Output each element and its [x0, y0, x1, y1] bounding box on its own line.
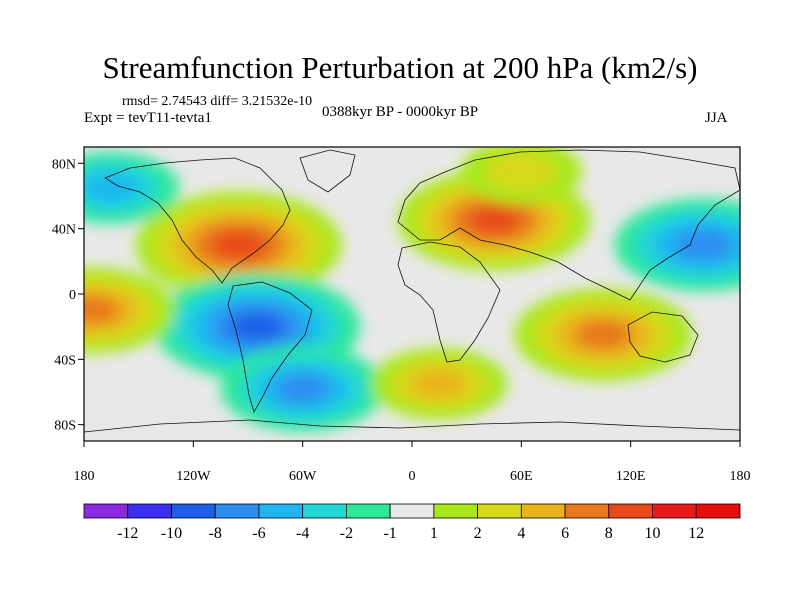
- anomaly-arctic-europe: [460, 147, 583, 204]
- anomaly-north-pacific-contour-level: [84, 173, 140, 203]
- chart-title: Streamfunction Perturbation at 200 hPa (…: [102, 50, 698, 85]
- colorbar-swatch: [477, 503, 522, 519]
- colorbar-label: 6: [561, 525, 569, 542]
- coastline-antarctica: [84, 419, 740, 433]
- anomaly-south-america-pacific-contour-level: [230, 312, 284, 341]
- x-tick-label: 0: [409, 469, 416, 484]
- y-tick-label: 40S: [54, 353, 76, 368]
- anomaly-west-pacific-north-contour-level: [675, 230, 732, 260]
- colorbar-label: -4: [296, 525, 309, 542]
- colorbar-label: -8: [209, 525, 222, 542]
- y-tick-label: 80N: [52, 157, 76, 172]
- colorbar-label: -2: [340, 525, 353, 542]
- anomaly-southern-ocean-indian-contour-level: [411, 369, 468, 399]
- y-tick-label: 0: [69, 288, 76, 303]
- season-label: JJA: [705, 110, 728, 126]
- coastline-eurasia: [397, 149, 740, 301]
- colorbar-swatch: [520, 503, 566, 519]
- colorbar-label: 2: [474, 525, 482, 542]
- colorbar: -12 -10 -8 -6 -4 -2 -1 1 2 4 6 8 10 12: [83, 503, 741, 542]
- colorbar-label: -10: [161, 525, 182, 542]
- y-axis: 80N 40N 0 40S 80S: [52, 157, 84, 434]
- x-tick-label: 180: [730, 469, 751, 484]
- anomaly-north-america-contour-level: [212, 231, 266, 259]
- anomaly-west-pacific-north: [614, 198, 740, 292]
- colorbar-swatch: [258, 503, 304, 519]
- anomaly-north-america: [135, 191, 342, 299]
- colorbar-label: 4: [517, 525, 525, 542]
- coastline-australia: [627, 311, 699, 363]
- colorbar-swatch: [564, 503, 610, 519]
- colorbar-label: -12: [117, 525, 138, 542]
- colorbar-swatch: [83, 503, 129, 519]
- x-tick-label: 180: [74, 469, 95, 484]
- experiment-label: Expt = tevT11-tevta1: [84, 110, 212, 126]
- anomaly-australia: [514, 288, 693, 382]
- colorbar-swatch: [302, 503, 347, 519]
- colorbar-swatch: [345, 503, 391, 519]
- anomaly-north-pacific: [84, 151, 180, 224]
- colorbar-label: -1: [383, 525, 396, 542]
- anomaly-arctic-europe-contour-level: [485, 152, 557, 191]
- colorbar-label: -6: [252, 525, 265, 542]
- x-tick-label: 120E: [616, 469, 646, 484]
- anomaly-australia-contour-level: [575, 320, 632, 350]
- anomaly-central-pacific-tropics: [84, 267, 176, 354]
- colorbar-swatch: [608, 503, 653, 519]
- y-tick-label: 40N: [52, 223, 76, 238]
- x-axis: 180 120W 60W 0 60E 120E 180: [74, 441, 751, 484]
- coastline-north-america: [104, 157, 291, 284]
- colorbar-label: 8: [605, 525, 613, 542]
- colorbar-swatch: [389, 503, 435, 519]
- colorbar-label: 1: [430, 525, 438, 542]
- colorbar-swatch: [695, 503, 741, 519]
- colorbar-label: 10: [645, 525, 661, 542]
- x-tick-label: 120W: [176, 469, 211, 484]
- time-period-label: 0388kyr BP - 0000kyr BP: [322, 104, 479, 120]
- anomaly-central-asia-contour-level: [469, 207, 519, 234]
- anomaly-field: [84, 147, 740, 432]
- rmsd-diff-stats: rmsd= 2.74543 diff= 3.21532e-10: [122, 94, 313, 109]
- anomaly-southern-ocean-south-america-contour-level: [276, 375, 329, 403]
- colorbar-label: 12: [688, 525, 704, 542]
- anomaly-southern-ocean-south-america: [220, 345, 385, 432]
- coastlines: [84, 149, 740, 433]
- x-tick-label: 60E: [510, 469, 533, 484]
- coastline-africa: [397, 241, 501, 363]
- coastline-south-america: [227, 281, 313, 414]
- coastline-greenland: [299, 149, 356, 193]
- colorbar-swatch: [127, 503, 172, 519]
- colorbar-swatch: [214, 503, 260, 519]
- colorbar-swatch: [433, 503, 478, 519]
- anomaly-southern-ocean-indian: [371, 347, 508, 420]
- colorbar-swatch: [652, 503, 697, 519]
- y-tick-label: 80S: [54, 419, 76, 434]
- x-tick-label: 60W: [289, 469, 317, 484]
- colorbar-swatch: [171, 503, 216, 519]
- anomaly-central-pacific-tropics-contour-level: [84, 296, 120, 325]
